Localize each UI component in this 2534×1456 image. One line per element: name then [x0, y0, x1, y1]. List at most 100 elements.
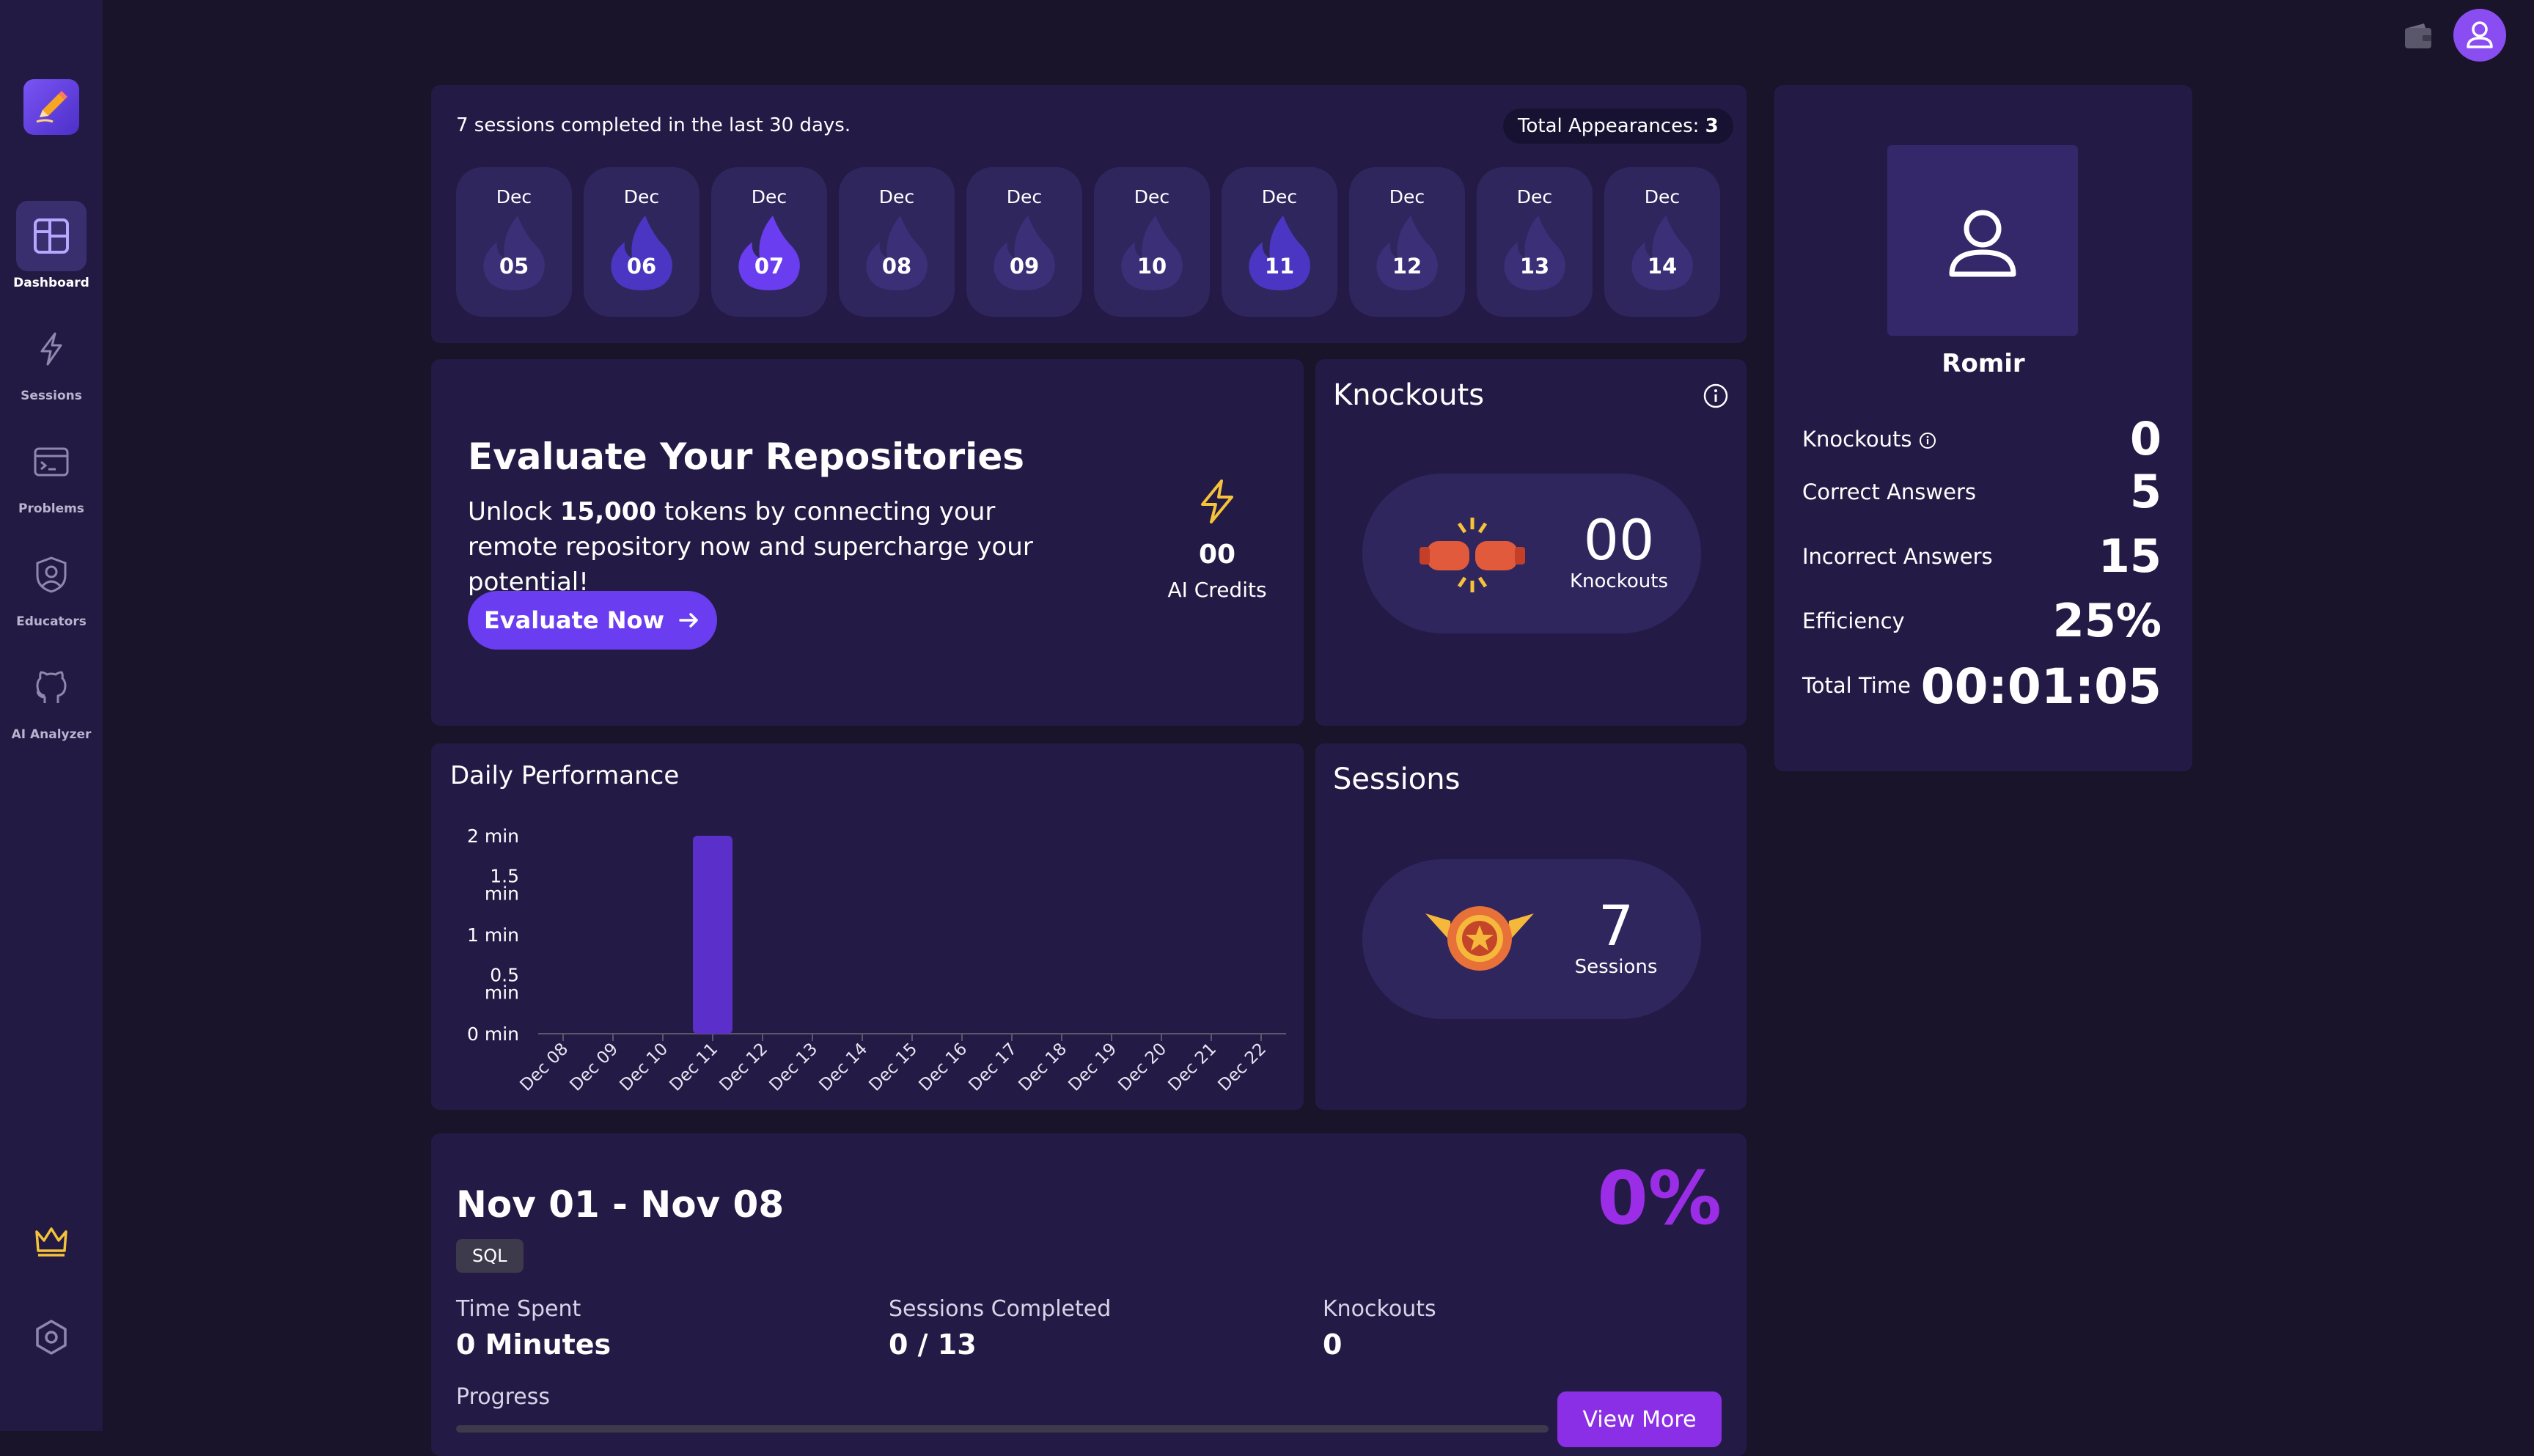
day-month: Dec [1516, 186, 1553, 207]
dashboard-icon [34, 218, 69, 254]
week-percent: 0% [1597, 1155, 1722, 1241]
flame-icon [738, 216, 800, 290]
x-tick-label: Dec 08 [517, 1040, 573, 1095]
profile-card: Romir [1774, 85, 2192, 771]
daily-performance-card: Daily Performance 0 min 0.5 min 1 min 1.5 min… [431, 743, 1304, 1110]
evaluate-card: Evaluate Your Repositories Unlock 15,000… [431, 359, 1304, 726]
badge-star-icon [1425, 906, 1534, 971]
day-number: 12 [1392, 254, 1422, 279]
terminal-icon [34, 447, 69, 477]
wallet-button[interactable] [2402, 21, 2434, 53]
flame-icon [866, 216, 928, 290]
evaluate-now-button[interactable]: Evaluate Now [468, 591, 717, 650]
knockouts-pill: 00 Knockouts [1362, 474, 1701, 633]
day-month: Dec [1134, 186, 1170, 207]
sessions-title: Sessions [1333, 762, 1461, 796]
day-pill[interactable]: Dec 05 [456, 167, 572, 317]
week-title: Nov 01 - Nov 08 [456, 1183, 785, 1226]
profile-stat-label-text: Efficiency [1802, 608, 1905, 633]
profile-stat-label: Correct Answers [1802, 479, 1976, 504]
profile-stat-label: Efficiency [1802, 608, 1905, 633]
day-number: 05 [499, 254, 529, 279]
day-pill[interactable]: Dec 10 [1094, 167, 1210, 317]
day-month: Dec [623, 186, 660, 207]
flame-icon [483, 216, 545, 290]
user-icon [2467, 21, 2493, 48]
day-month: Dec [1006, 186, 1043, 207]
x-tick-label: Dec 17 [966, 1040, 1021, 1095]
avatar[interactable] [2453, 9, 2506, 62]
day-number: 14 [1647, 254, 1678, 279]
sessions-pill: 7 Sessions [1362, 859, 1701, 1019]
evaluate-description: Unlock 15,000 tokens by connecting your … [468, 494, 1084, 600]
sessions-label: Sessions [1574, 956, 1658, 978]
sidebar-item-problems[interactable]: Problems [0, 427, 103, 516]
x-tick-label: Dec 19 [1065, 1040, 1121, 1095]
time-spent-value: 0 Minutes [456, 1328, 612, 1361]
profile-stat-label-text: Knockouts [1802, 427, 1912, 452]
profile-stat-label: Knockouts [1802, 427, 1936, 452]
sidebar-item-dashboard[interactable]: Dashboard [0, 201, 103, 290]
day-pill[interactable]: Dec 14 [1604, 167, 1720, 317]
knockouts-value: 00 [1583, 507, 1655, 573]
x-tick-label: Dec 21 [1165, 1040, 1221, 1095]
time-spent-label: Time Spent [456, 1296, 581, 1322]
x-tick-label: Dec 18 [1016, 1040, 1071, 1095]
info-icon[interactable] [1919, 432, 1936, 449]
profile-stat-label-text: Incorrect Answers [1802, 544, 1993, 569]
profile-avatar [1887, 145, 2078, 336]
day-pill[interactable]: Dec 09 [966, 167, 1082, 317]
streak-summary: 7 sessions completed in the last 30 days… [456, 114, 851, 136]
total-appearances-value: 3 [1705, 115, 1719, 137]
evaluate-now-label: Evaluate Now [483, 606, 665, 634]
evaluate-desc-tokens: 15,000 [559, 497, 657, 526]
sidebar-item-sessions[interactable]: Sessions [0, 314, 103, 403]
day-number: 07 [754, 254, 785, 279]
day-pill[interactable]: Dec 11 [1222, 167, 1337, 317]
y-tick-label: 2 min [467, 826, 519, 847]
leaderboard-button[interactable] [32, 1221, 70, 1260]
info-icon[interactable] [1703, 383, 1729, 409]
settings-button[interactable] [32, 1318, 70, 1356]
day-pill[interactable]: Dec 06 [584, 167, 699, 317]
x-tick-label: Dec 14 [816, 1040, 872, 1095]
flame-icon [1249, 216, 1310, 290]
github-icon [36, 671, 67, 703]
day-pill[interactable]: Dec 07 [711, 167, 827, 317]
x-tick-label: Dec 16 [916, 1040, 972, 1095]
flame-icon [1376, 216, 1438, 290]
sidebar-item-ai-analyzer[interactable]: AI Analyzer [0, 652, 103, 742]
daily-performance-title: Daily Performance [450, 761, 680, 790]
y-tick-label: 0.5 min [485, 965, 519, 1004]
user-icon [1949, 210, 2016, 277]
day-pill[interactable]: Dec 13 [1477, 167, 1593, 317]
day-pill[interactable]: Dec 12 [1349, 167, 1465, 317]
y-tick-label: 0 min [467, 1023, 519, 1045]
profile-stat-value: 00:01:05 [1920, 658, 2162, 715]
sidebar-item-label: Problems [18, 501, 84, 516]
sidebar-item-label: AI Analyzer [11, 727, 92, 742]
day-pill[interactable]: Dec 08 [839, 167, 955, 317]
view-more-button[interactable]: View More [1557, 1391, 1722, 1447]
sidebar-item-educators[interactable]: Educators [0, 540, 103, 629]
x-tick-label: Dec 11 [666, 1040, 722, 1095]
flame-icon [1631, 216, 1693, 290]
evaluate-title: Evaluate Your Repositories [468, 435, 1024, 478]
sessions-value: 7 [1598, 893, 1634, 958]
evaluate-desc-text: Unlock [468, 497, 560, 526]
app-logo[interactable] [23, 79, 79, 135]
y-tick-label: 1.5 min [485, 866, 519, 905]
total-appearances-badge: Total Appearances: 3 [1503, 109, 1733, 144]
progress-label: Progress [456, 1384, 551, 1410]
wallet-icon [2405, 23, 2431, 48]
bar[interactable] [693, 836, 732, 1034]
day-month: Dec [751, 186, 787, 207]
settings-icon [36, 1320, 67, 1355]
x-tick-label: Dec 09 [567, 1040, 623, 1095]
sessions-completed-label: Sessions Completed [889, 1296, 1112, 1322]
flame-icon [994, 216, 1055, 290]
day-month: Dec [1389, 186, 1425, 207]
evaluate-desc-text: tokens by connecting your remote reposit… [468, 497, 1033, 597]
ai-credits-lightning-icon [1201, 479, 1233, 523]
